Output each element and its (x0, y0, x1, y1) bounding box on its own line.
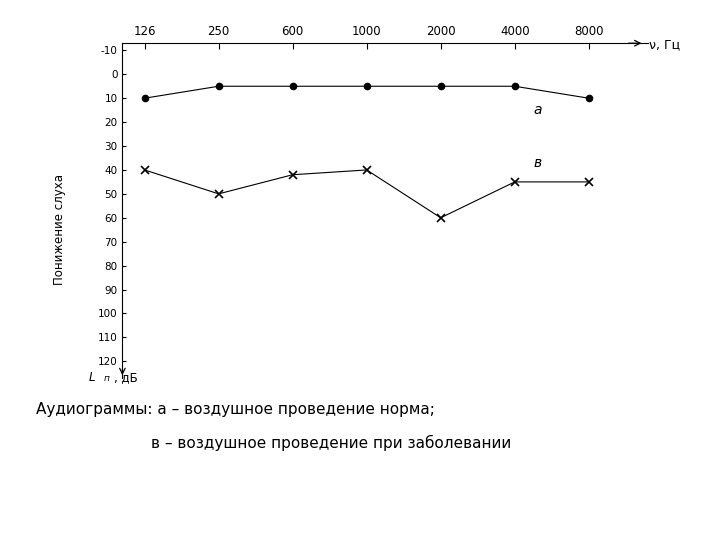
Text: в: в (534, 156, 541, 170)
Text: в – воздушное проведение при заболевании: в – воздушное проведение при заболевании (151, 435, 511, 451)
Text: L: L (89, 371, 96, 384)
Text: Аудиограммы: а – воздушное проведение норма;: Аудиограммы: а – воздушное проведение но… (36, 402, 435, 417)
Text: п: п (104, 374, 109, 383)
Text: , дБ: , дБ (114, 371, 138, 384)
Text: ν, Гц: ν, Гц (649, 38, 680, 51)
Text: а: а (534, 103, 541, 117)
Text: Понижение слуха: Понижение слуха (53, 174, 66, 285)
